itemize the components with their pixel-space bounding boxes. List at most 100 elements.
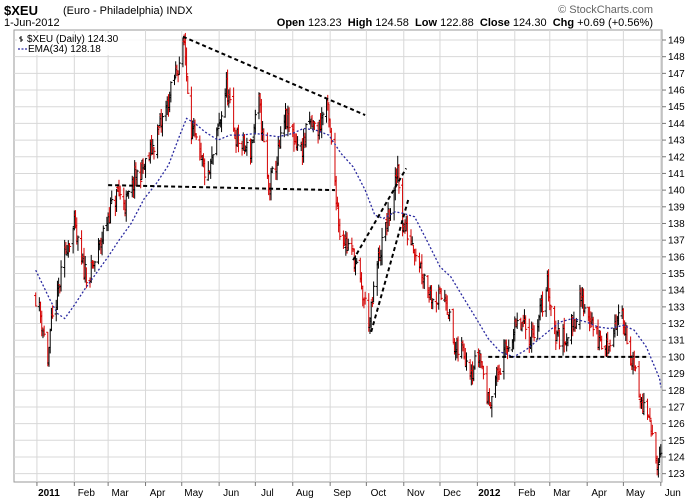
x-tick-label: Nov (407, 488, 425, 499)
y-tick-label: 130 (668, 352, 685, 363)
y-tick-label: 147 (668, 69, 685, 80)
ohlc-bar (380, 227, 384, 266)
x-tick-label: Aug (296, 488, 314, 499)
ohlc-bar (34, 292, 38, 307)
ohlc-bar (160, 112, 165, 137)
y-tick-label: 124 (668, 452, 685, 463)
x-tick-label: Mar (553, 488, 571, 499)
ohlc-bar (110, 190, 114, 203)
x-tick-label: Mar (112, 488, 130, 499)
ohlc-bar (355, 258, 359, 265)
y-tick-label: 146 (668, 86, 685, 97)
ohlc-bar (287, 107, 291, 132)
ohlc-bar (600, 335, 604, 350)
x-tick-label: Sep (333, 488, 351, 499)
y-tick-label: 141 (668, 169, 685, 180)
trendline (182, 35, 366, 116)
ohlc-bar (83, 255, 87, 283)
ohlc-bar (507, 339, 511, 352)
ohlc-bar (250, 138, 254, 163)
ohlc-bar (350, 237, 354, 255)
ohlc-bar (93, 260, 97, 272)
ohlc-bar (556, 320, 560, 337)
legend-item-price: $XEU (Daily) 124.30 (27, 34, 119, 45)
ohlc-bar (504, 339, 508, 355)
ohlc-bar (616, 304, 621, 326)
open-value: 123.23 (307, 17, 342, 29)
ohlc-bar (40, 310, 44, 337)
ohlc-bar (262, 128, 266, 143)
low-label: Low (415, 17, 438, 29)
y-tick-label: 139 (668, 202, 685, 213)
copyright-link[interactable]: © StockCharts.com (558, 4, 653, 16)
chart-subtitle: (Euro - Philadelphia) INDX (63, 5, 193, 17)
y-tick-label: 127 (668, 402, 685, 413)
ohlc-bar (439, 288, 443, 301)
ohlc-bar (108, 197, 113, 224)
ohlc-bar (445, 295, 449, 315)
ohlc-bar (101, 225, 105, 245)
ohlc-bar (371, 281, 376, 303)
y-tick-label: 132 (668, 319, 685, 330)
chart-legend: $XEU (Daily) 124.30 EMA(34) 128.18 (17, 33, 145, 55)
y-tick-label: 125 (668, 436, 685, 447)
x-tick-label: 2012 (478, 488, 501, 499)
grid-lines (14, 30, 662, 482)
ohlc-bar (228, 87, 232, 104)
high-label: High (347, 17, 373, 29)
y-tick-label: 143 (668, 136, 685, 147)
ohlc-bar (338, 218, 342, 240)
ohlc-bar (481, 366, 486, 380)
ohlc-bar (312, 121, 317, 131)
y-tick-label: 145 (668, 102, 685, 113)
y-tick-label: 129 (668, 369, 685, 380)
ohlc-bar (194, 133, 198, 140)
legend-background (17, 33, 145, 55)
y-tick-label: 131 (668, 336, 685, 347)
ohlc-bar (566, 337, 570, 347)
ohlc-bar (448, 308, 452, 322)
ohlc-bar (172, 74, 177, 86)
y-tick-label: 123 (668, 469, 685, 480)
change-label: Chg (552, 17, 575, 29)
ohlc-bar (473, 350, 477, 370)
ohlc-bar (270, 166, 274, 174)
legend-ohlc-icon (19, 36, 23, 42)
x-axis: 2011 Feb Mar Apr May Jun Jul Aug Sep Oct Nov Dec 201… (36, 482, 681, 499)
ohlc-bar (515, 312, 519, 329)
ohlc-bar (656, 458, 660, 478)
quote-summary: Open 123.23 High 124.58 Low 122.88 Close… (277, 17, 653, 29)
x-tick-label: May (626, 488, 645, 499)
ohlc-bar (659, 444, 663, 458)
ohlc-bar (414, 248, 418, 262)
y-tick-label: 133 (668, 302, 685, 313)
ohlc-bar (532, 325, 536, 342)
ohlc-bar (219, 111, 224, 133)
ohlc-bar (327, 103, 331, 128)
ohlc-bar (410, 236, 414, 246)
ohlc-bar (524, 315, 528, 340)
ohlc-bar (157, 125, 161, 136)
ohlc-bar (279, 126, 283, 149)
ohlc-bar (498, 368, 502, 375)
ohlc-bar (151, 139, 155, 155)
y-tick-label: 138 (668, 219, 685, 230)
ohlc-bar (361, 285, 365, 307)
x-tick-label: Jun (223, 488, 239, 499)
ohlc-bar (203, 158, 207, 186)
ohlc-bar (569, 314, 574, 345)
ohlc-bar (405, 215, 409, 246)
ohlc-bar (363, 291, 367, 305)
ohlc-bar (67, 243, 72, 253)
ohlc-bar (118, 185, 122, 200)
x-tick-label: Dec (443, 488, 461, 499)
ohlc-bar (84, 267, 89, 289)
high-value: 124.58 (375, 17, 409, 29)
ohlc-bar (642, 392, 646, 416)
y-tick-label: 149 (668, 36, 685, 47)
trendline (352, 167, 408, 261)
ohlc-bar (549, 304, 553, 317)
ohlc-bar (456, 336, 460, 362)
plot-area (13, 29, 663, 483)
